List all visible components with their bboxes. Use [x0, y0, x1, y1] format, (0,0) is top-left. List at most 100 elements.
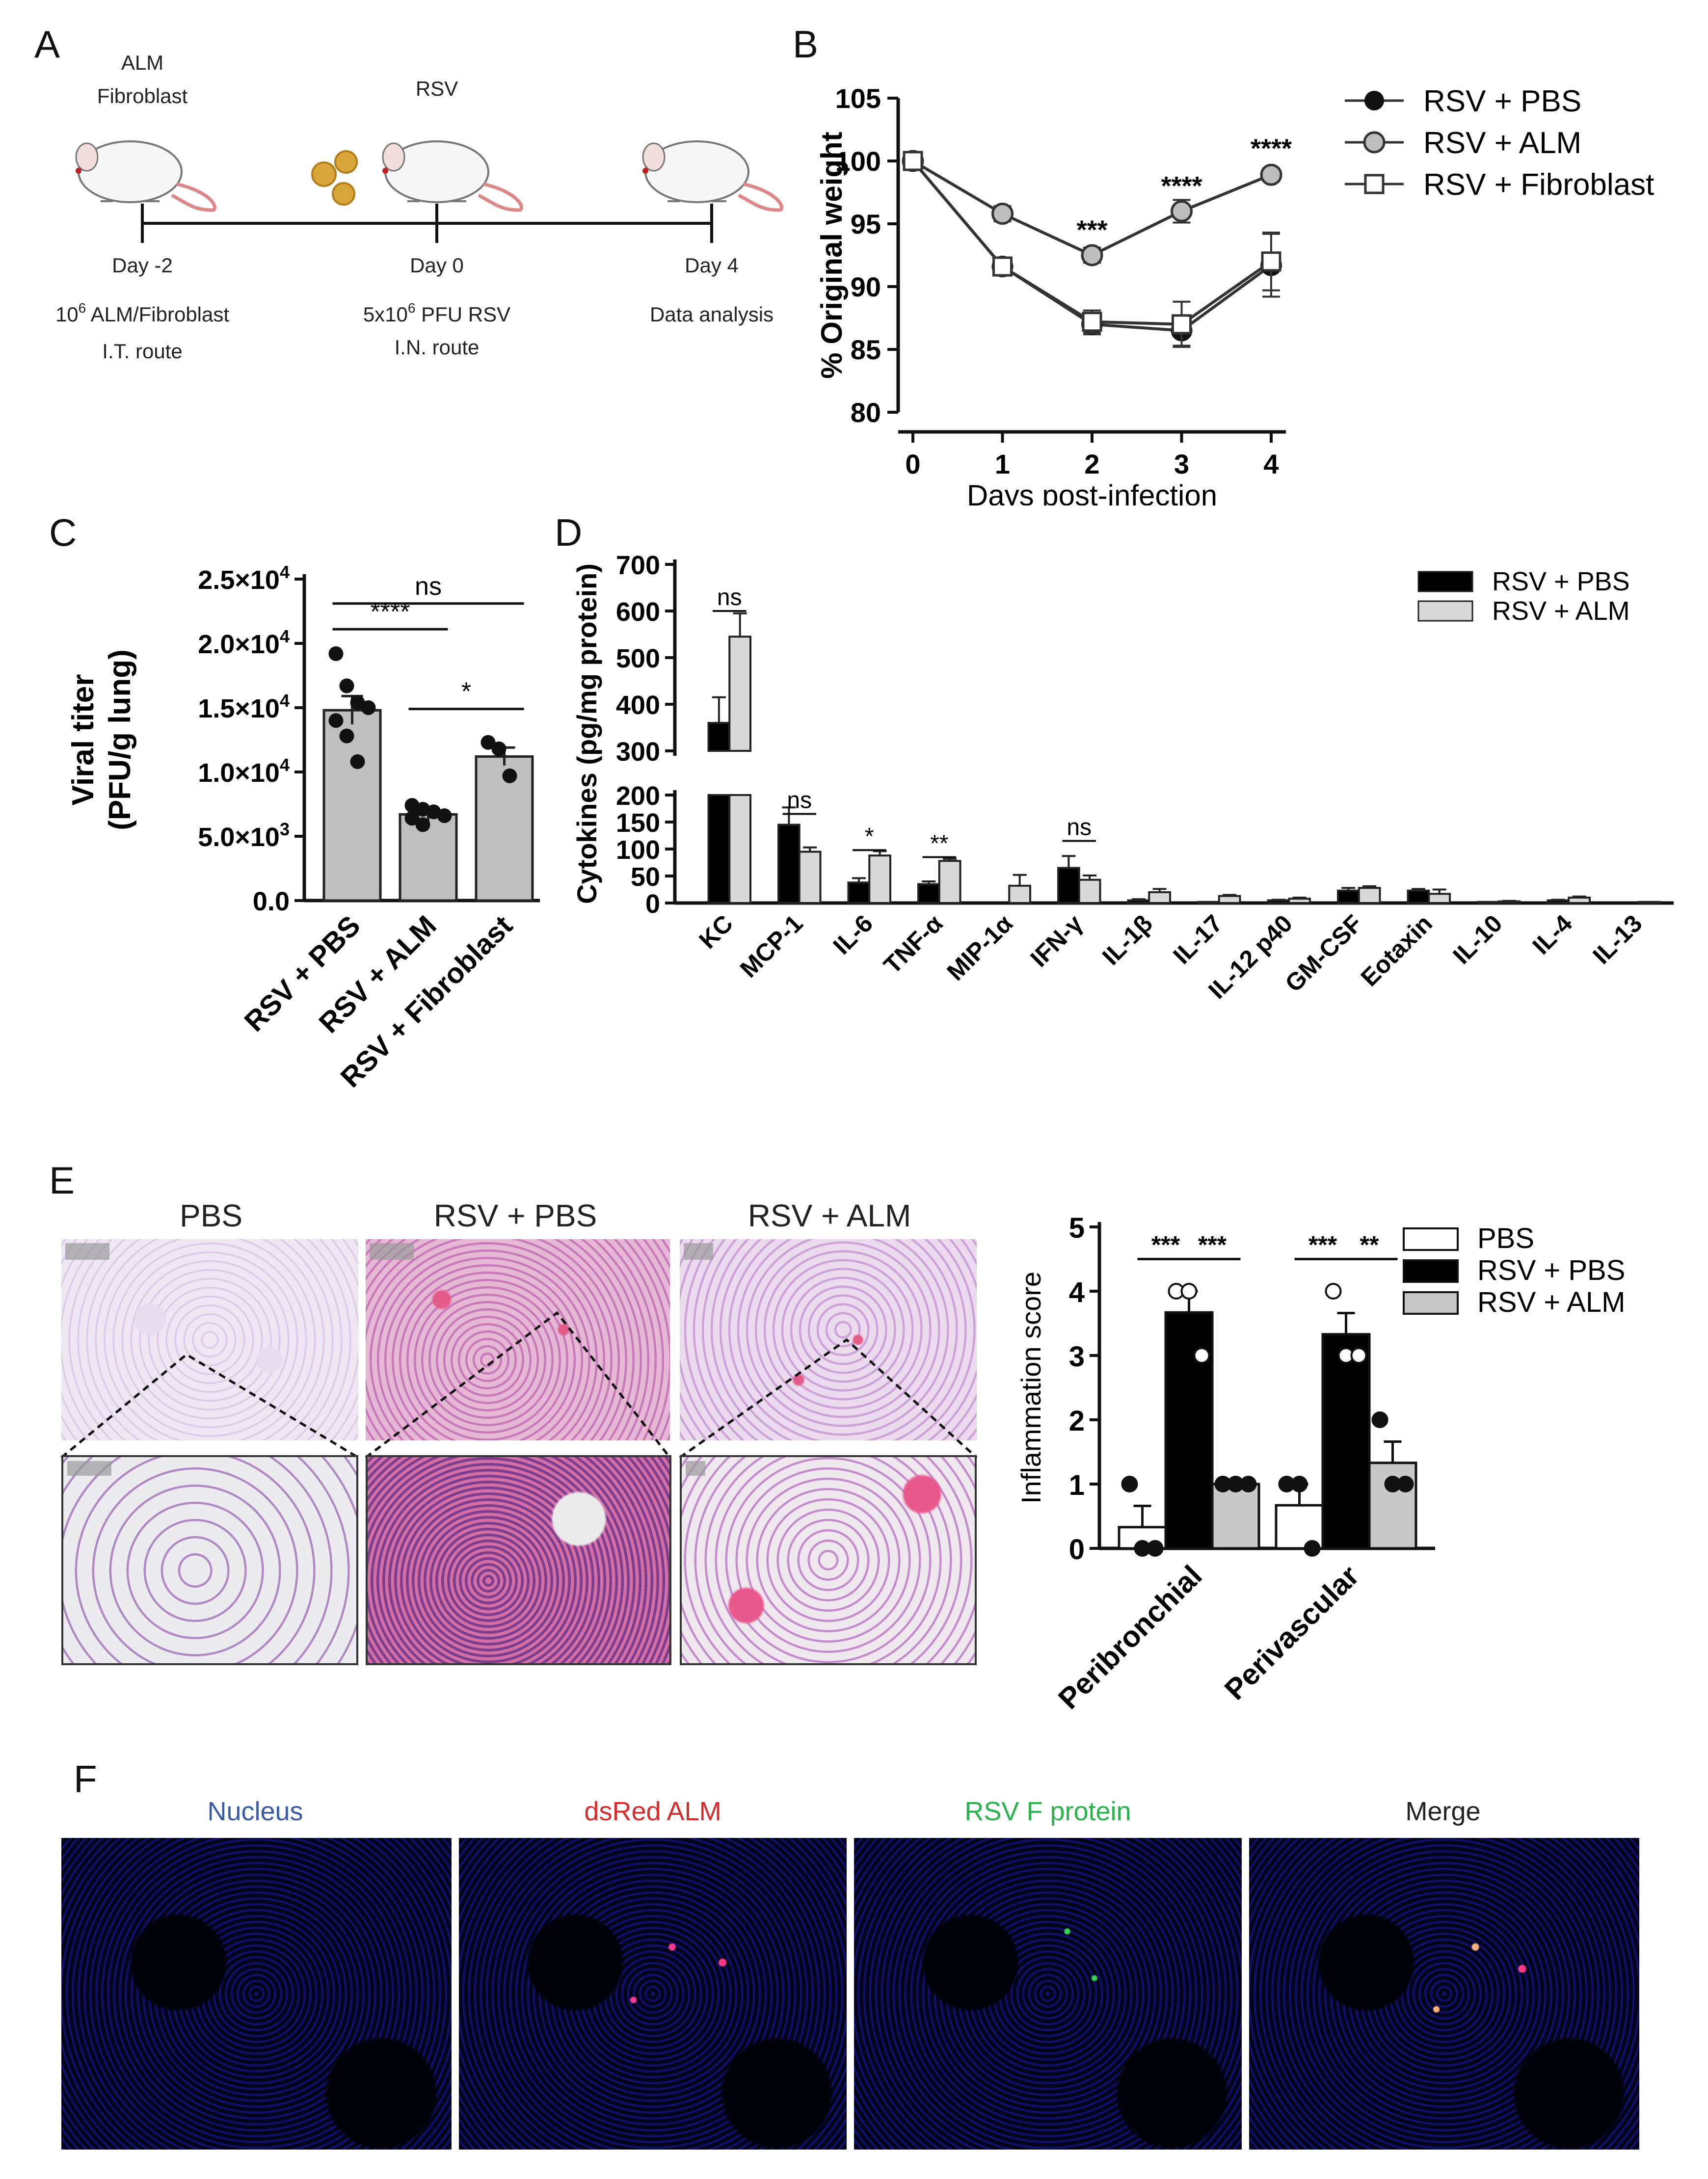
- y-axis-label: Viral titer: [66, 674, 100, 806]
- treatment-description-1: 106 ALM/Fibroblast: [55, 300, 229, 326]
- x-tick-label: Peribronchial: [1052, 1559, 1208, 1716]
- legend-swatch: [1417, 571, 1473, 592]
- y-tick-label: 85: [851, 334, 881, 365]
- data-point: [1193, 1347, 1210, 1364]
- data-point: [1350, 1347, 1367, 1364]
- data-point: [1240, 1476, 1257, 1492]
- y-tick-label: 400: [616, 691, 660, 720]
- fluorescence-title-nucleus: Nucleus: [207, 1797, 303, 1826]
- y-tick-label: 500: [616, 644, 660, 673]
- x-tick-label: 0: [905, 449, 920, 479]
- x-tick-label: 4: [1263, 449, 1279, 479]
- day-label-0: Day 0: [410, 254, 464, 277]
- y-tick-label: 3: [1069, 1341, 1085, 1373]
- data-point: [502, 768, 517, 783]
- bar: [1337, 889, 1360, 904]
- data-point: [991, 203, 1014, 225]
- day-label-4: Day 4: [685, 254, 739, 277]
- bar: [1078, 878, 1101, 904]
- x-tick-label: IL-17: [1168, 909, 1228, 969]
- bar: [728, 794, 751, 904]
- bar: [1407, 889, 1430, 904]
- bar: [917, 883, 940, 904]
- fluorescence-title-dsred: dsRed ALM: [584, 1797, 721, 1826]
- legend-label: RSV + PBS: [1423, 84, 1581, 118]
- y-tick-label: 2.0×104: [198, 626, 290, 659]
- data-point: [404, 811, 420, 826]
- x-tick-label: IL-10: [1447, 909, 1507, 969]
- treatment-description-2: 5x106 PFU RSV: [363, 300, 510, 326]
- legend-label: RSV + Fibroblast: [1423, 168, 1654, 202]
- legend-label: RSV + PBS: [1492, 567, 1630, 596]
- bar: [1358, 887, 1381, 904]
- y-tick-label: 5.0×103: [198, 819, 290, 852]
- y-tick-label: 700: [616, 551, 660, 580]
- significance-label: **: [930, 831, 948, 857]
- data-point: [339, 728, 354, 744]
- y-tick-label: 200: [616, 781, 660, 811]
- panel-label-b: B: [793, 23, 819, 66]
- y-tick-label: 0.0: [253, 887, 290, 916]
- y-tick-label: 0: [1069, 1534, 1085, 1566]
- panel-label-c: C: [49, 511, 77, 554]
- x-tick-label: 2: [1084, 449, 1099, 479]
- legend-swatch: [1403, 1259, 1459, 1283]
- x-tick-label: IFN-γ: [1025, 909, 1088, 972]
- data-point: [339, 678, 354, 693]
- y-tick-label: 1: [1069, 1469, 1085, 1501]
- x-tick-label: MCP-1: [735, 909, 808, 983]
- data-point: [480, 735, 496, 750]
- panel-label-d: D: [555, 511, 583, 554]
- bar: [1127, 899, 1150, 904]
- significance-label: *: [461, 678, 471, 706]
- x-tick-label: KC: [694, 909, 738, 954]
- significance-label: ns: [787, 788, 812, 814]
- y-tick-label: 2.5×104: [198, 562, 290, 595]
- data-point: [1172, 314, 1192, 335]
- route-label-1: I.T. route: [102, 340, 182, 363]
- y-tick-label: 5: [1069, 1212, 1085, 1244]
- histology-highmag-pbs: [61, 1455, 358, 1665]
- y-tick-label: 4: [1069, 1276, 1085, 1308]
- bar: [1148, 891, 1171, 904]
- bar: [798, 850, 822, 904]
- bar: [1637, 901, 1661, 904]
- significance-label: ns: [1067, 815, 1092, 841]
- data-point: [1082, 312, 1102, 332]
- data-point: [361, 700, 376, 715]
- legend-label: RSV + ALM: [1492, 596, 1630, 626]
- y-tick-label: 1.5×104: [198, 691, 290, 723]
- x-tick-label: IL-1β: [1097, 909, 1158, 970]
- data-point: [992, 256, 1013, 277]
- weight-loss-line-chart: 80 85 90 95 100 105 0 1 2 3 4 Days post-infection % …: [815, 83, 1654, 505]
- y-axis-label: % Original weight: [815, 132, 848, 378]
- bar: [1368, 1462, 1417, 1550]
- significance-label: ***: [1151, 1231, 1180, 1259]
- y-tick-label: 100: [616, 835, 660, 865]
- significance-label: ***: [1198, 1231, 1227, 1259]
- fluorescence-image-rsv-f: [854, 1838, 1242, 2150]
- bar-upper: [707, 722, 731, 752]
- bar: [938, 860, 961, 904]
- bar: [847, 881, 871, 904]
- x-tick-label: 3: [1174, 449, 1189, 479]
- y-tick-label: 95: [851, 209, 881, 239]
- significance-label: **: [1360, 1231, 1379, 1259]
- data-point: [437, 808, 452, 824]
- route-label-2: I.N. route: [395, 336, 480, 359]
- bar-upper: [728, 636, 751, 752]
- bar: [1568, 897, 1591, 904]
- x-tick-label: 1: [995, 449, 1010, 479]
- legend-label: RSV + ALM: [1423, 126, 1581, 160]
- histology-title-rsv-alm: RSV + ALM: [747, 1198, 911, 1233]
- legend-marker: [1364, 174, 1385, 194]
- label-alm: ALM: [121, 51, 163, 74]
- viral-titer-bar-chart: 0.05.0×1031.0×1041.5×1042.0×1042.5×104RS…: [66, 562, 540, 1093]
- bar: [1057, 867, 1080, 904]
- data-point: [1397, 1476, 1414, 1492]
- label-fibroblast: Fibroblast: [97, 84, 188, 107]
- data-point: [1291, 1476, 1308, 1492]
- significance-label: ***: [1308, 1231, 1337, 1259]
- histology-highmag-rsv-alm: [680, 1455, 977, 1665]
